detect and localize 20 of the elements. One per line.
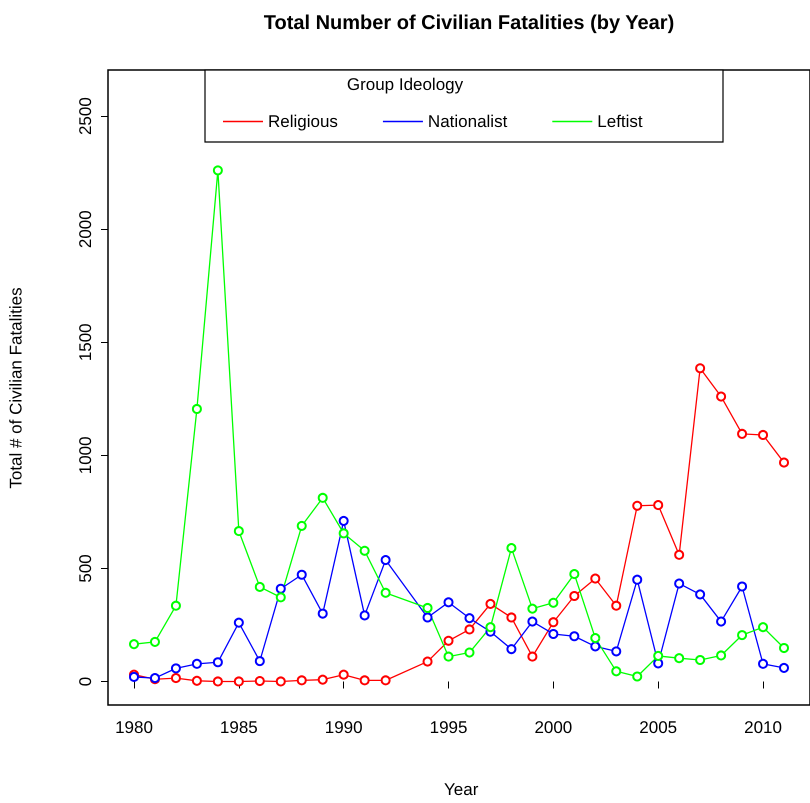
x-tick-label: 2000 <box>534 718 572 737</box>
y-tick-label: 1000 <box>76 436 95 474</box>
y-tick-label: 500 <box>76 554 95 583</box>
x-tick-label: 1990 <box>324 718 363 737</box>
y-tick-label: 2500 <box>76 97 95 136</box>
y-axis-title: Total # of Civilian Fatalities <box>6 287 26 489</box>
x-tick-label: 2010 <box>744 718 782 737</box>
legend-label: Religious <box>268 112 338 131</box>
x-tick-label: 1980 <box>115 718 153 737</box>
legend-label: Leftist <box>597 112 643 131</box>
y-tick-label: 2000 <box>76 210 95 248</box>
chart-title: Total Number of Civilian Fatalities (by Year) <box>264 12 674 34</box>
x-tick-label: 1985 <box>220 718 258 737</box>
x-tick-label: 2005 <box>639 718 678 737</box>
x-axis-title: Year <box>444 780 479 799</box>
x-tick-label: 1995 <box>430 718 468 737</box>
legend-label: Nationalist <box>428 112 508 131</box>
y-tick-label: 1500 <box>76 323 95 362</box>
y-tick-label: 0 <box>76 676 95 686</box>
legend-title: Group Ideology <box>346 75 464 94</box>
